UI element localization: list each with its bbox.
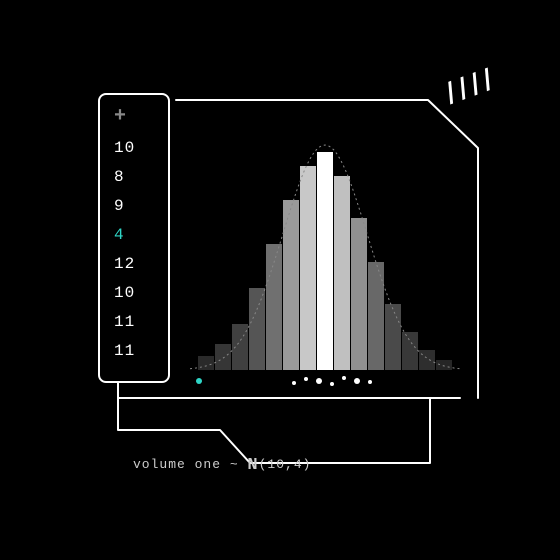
caption-prefix: volume one ~ — [133, 457, 247, 472]
histogram-bar — [351, 218, 367, 370]
sidebar-num: 10 — [114, 134, 135, 163]
caption-params: (10,4) — [259, 457, 312, 472]
histogram-bar — [419, 350, 435, 370]
sidebar-num: 12 — [114, 250, 135, 279]
sidebar-num: 10 — [114, 279, 135, 308]
histogram-bar — [300, 166, 316, 370]
histogram-bar — [215, 344, 231, 370]
plus-icon: + — [114, 105, 126, 128]
sidebar-num: 8 — [114, 163, 125, 192]
dot — [368, 380, 372, 384]
dot — [304, 377, 308, 381]
dot — [196, 378, 202, 384]
sidebar-num-highlight: 4 — [114, 221, 125, 250]
caption: volume one ~ N(10,4) — [133, 455, 311, 474]
dot — [330, 382, 334, 386]
histogram-bar — [317, 152, 333, 370]
histogram-bar — [249, 288, 265, 370]
caption-dist: N — [247, 456, 258, 475]
histogram-bar — [334, 176, 350, 370]
histogram-bar — [283, 200, 299, 370]
histogram-bar — [232, 324, 248, 370]
histogram-bar — [402, 332, 418, 370]
dot — [342, 376, 346, 380]
sidebar-num: 11 — [114, 337, 135, 366]
dot — [316, 378, 322, 384]
histogram-chart — [190, 125, 460, 370]
histogram-bar — [266, 244, 282, 370]
sidebar-num: 9 — [114, 192, 125, 221]
dot-row — [190, 378, 460, 384]
histogram-bars — [190, 125, 460, 370]
histogram-bar — [198, 356, 214, 370]
histogram-bar — [368, 262, 384, 370]
histogram-bar — [436, 360, 452, 370]
dot — [292, 381, 296, 385]
dot — [354, 378, 360, 384]
histogram-bar — [385, 304, 401, 370]
sidebar-num: 11 — [114, 308, 135, 337]
number-sidebar: + 10 8 9 4 12 10 11 11 — [98, 93, 170, 383]
